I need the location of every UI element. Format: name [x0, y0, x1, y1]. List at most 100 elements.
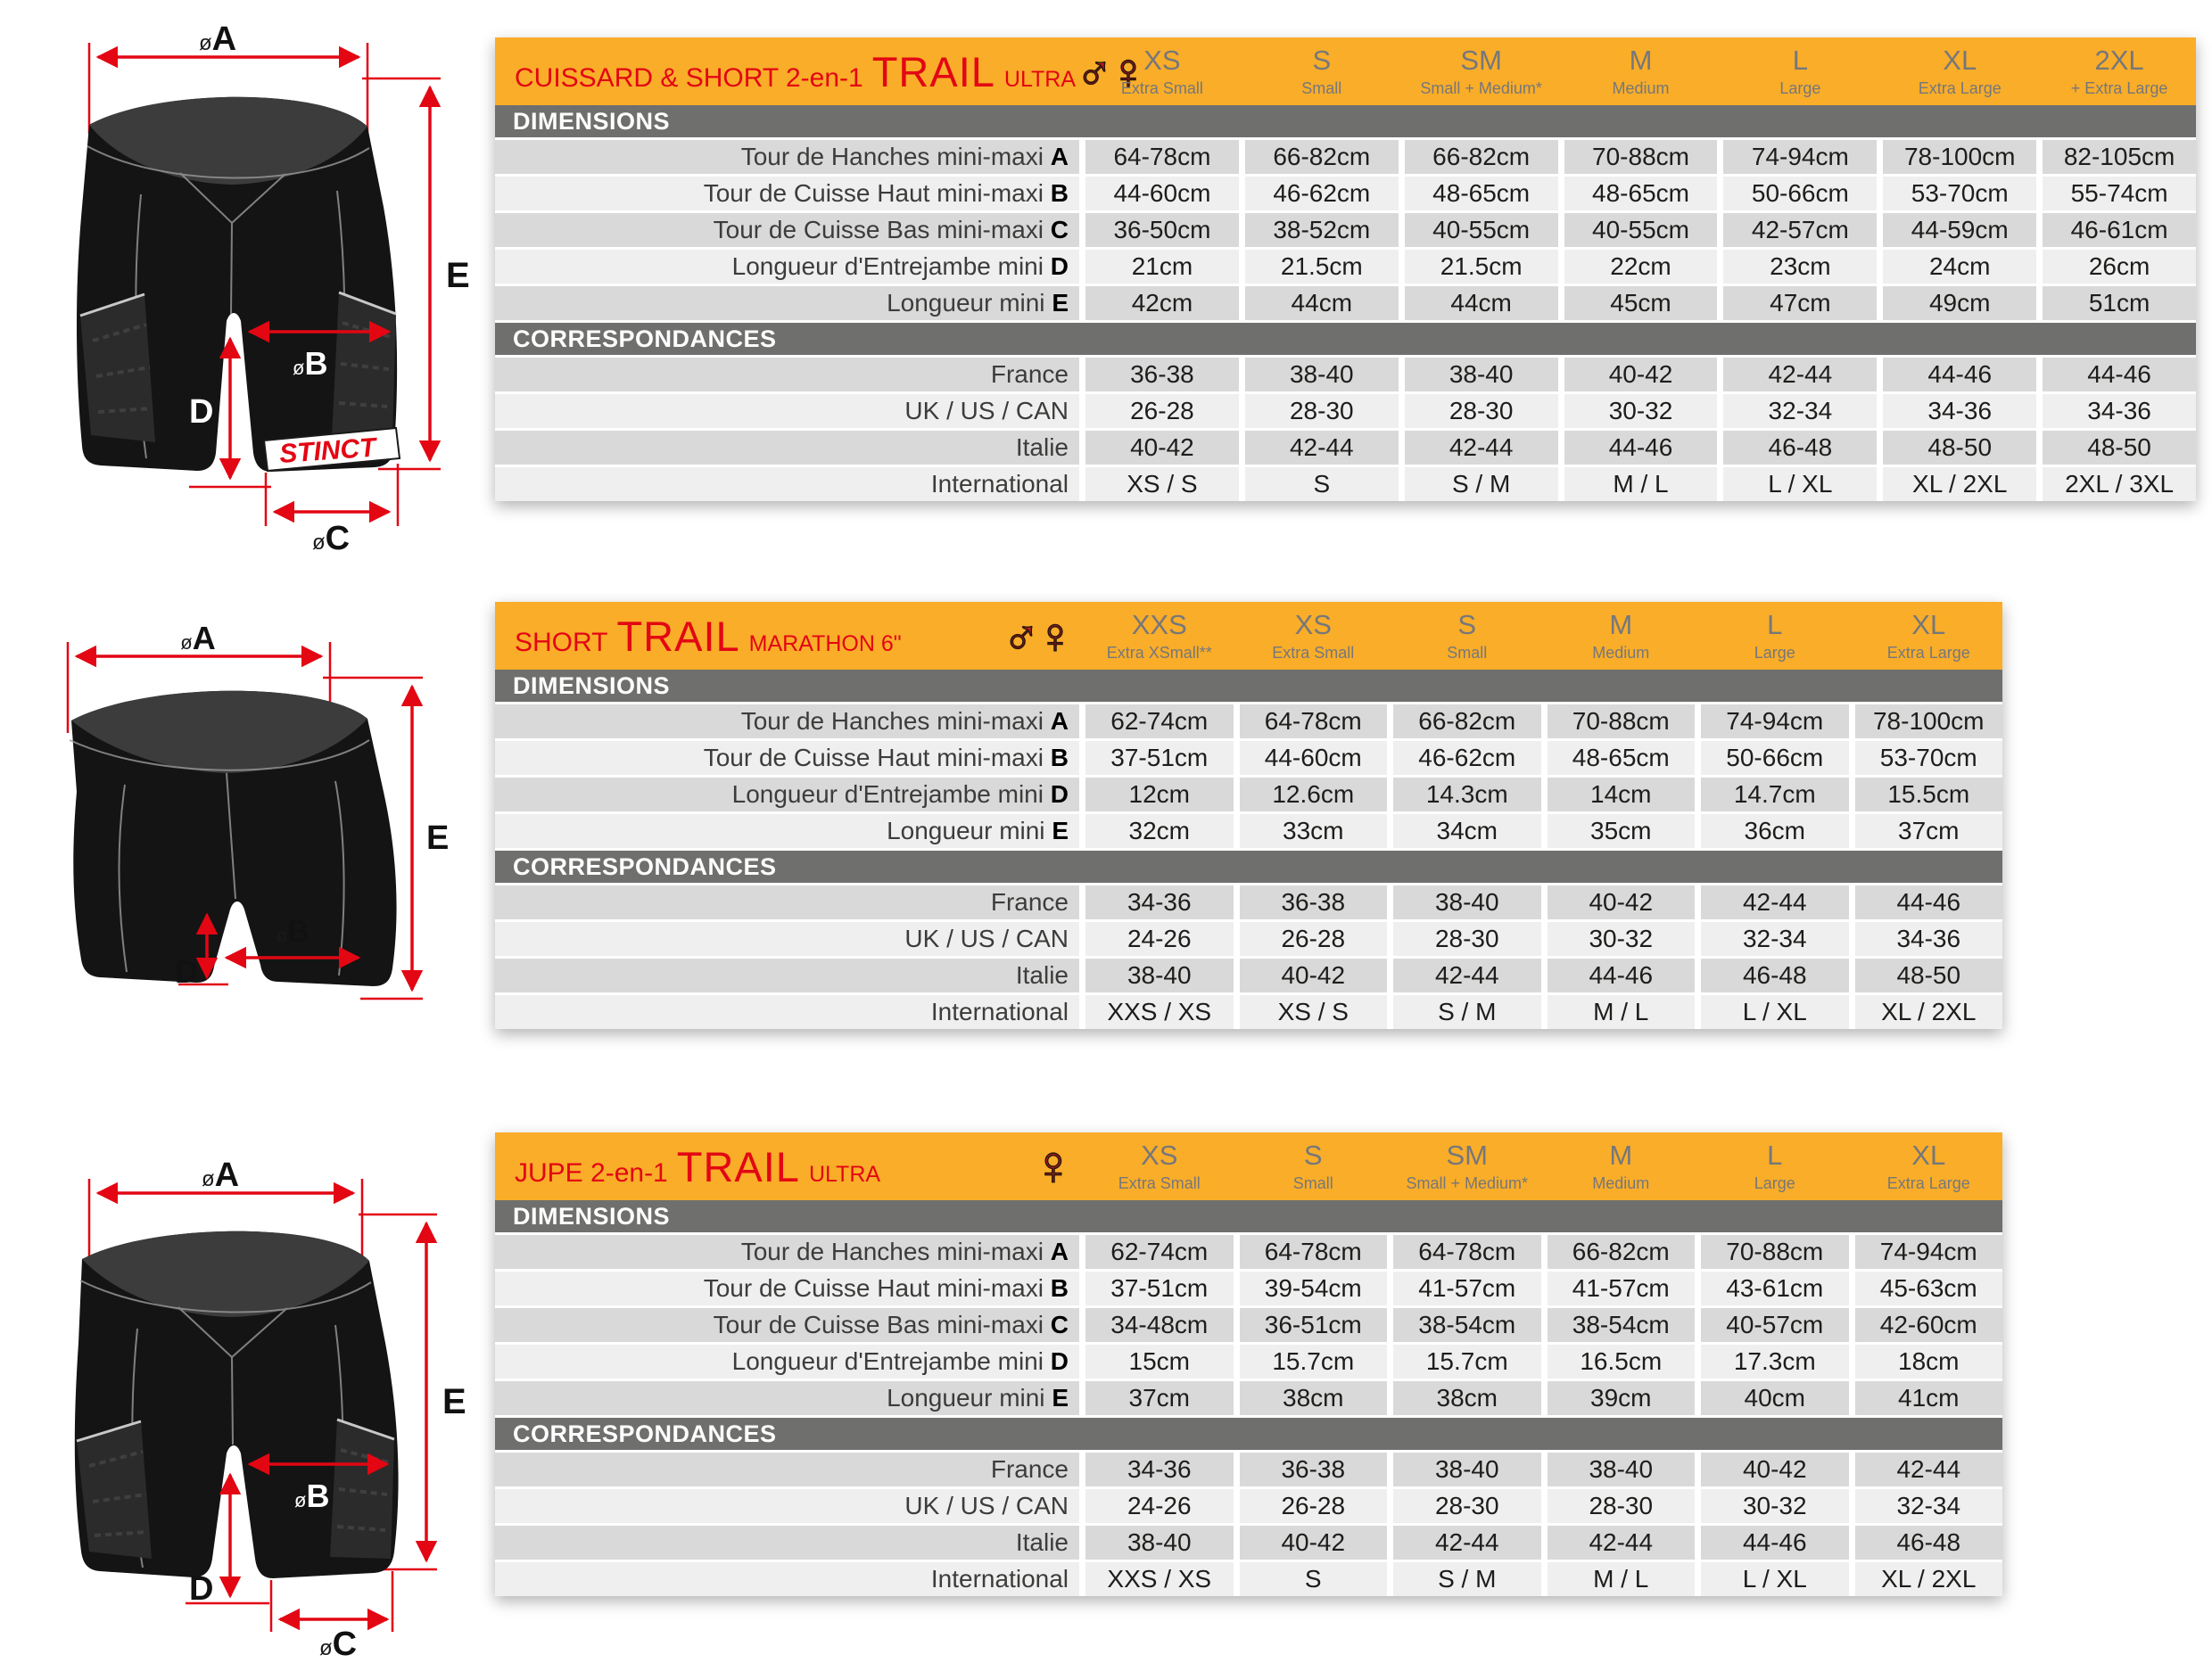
measure-letter: D: [1050, 1347, 1069, 1375]
size-value-cell: 38cm: [1393, 1381, 1541, 1415]
size-name: Small: [1301, 79, 1342, 97]
dimensions-rows: Tour de Hanches mini-maxi A 62-74cm 64-78c…: [495, 704, 2002, 848]
size-value-cell: 66-82cm: [1244, 140, 1399, 174]
row-label: Tour de Cuisse Haut mini-maxi B: [495, 741, 1079, 775]
size-value-cell: 30-32: [1547, 922, 1695, 956]
size-value-cell: 40-42: [1085, 431, 1239, 465]
product-title: SHORT TRAIL MARATHON 6": [515, 612, 902, 661]
size-value-cell: 44-60cm: [1085, 177, 1239, 210]
table-row: Tour de Hanches mini-maxi A 62-74cm 64-78c…: [495, 1235, 2002, 1269]
size-value-cell: 24cm: [1883, 250, 2037, 284]
row-label: Longueur mini E: [495, 814, 1079, 848]
size-value-cell: XXS / XS: [1085, 995, 1234, 1029]
shorts-diagram-marathon: øA E øB D: [12, 615, 458, 1039]
male-icon: ♂: [1002, 607, 1041, 663]
shorts-body: [74, 1231, 399, 1578]
size-value-cell: 34cm: [1393, 814, 1541, 848]
size-name: Extra Small: [1118, 1174, 1201, 1192]
size-value-cell: L / XL: [1723, 467, 1878, 501]
size-value-cell: 38-54cm: [1547, 1308, 1695, 1342]
size-column-header: XS Extra Small: [1240, 602, 1388, 670]
row-label-text: Tour de Hanches mini-maxi: [740, 143, 1044, 170]
size-value-cell: 44-46: [2043, 358, 2197, 391]
row-label-text: Longueur mini: [887, 817, 1045, 844]
size-value-cell: 42-44: [1393, 959, 1541, 992]
size-value-cell: 48-50: [1854, 959, 2002, 992]
size-column-header: L Large: [1701, 602, 1849, 670]
row-label: Tour de Cuisse Haut mini-maxi B: [495, 177, 1079, 210]
size-value-cell: 17.3cm: [1701, 1345, 1849, 1379]
size-value-cell: 21.5cm: [1404, 250, 1558, 284]
size-value-cell: 53-70cm: [1883, 177, 2037, 210]
size-code: SM: [1446, 1140, 1489, 1171]
size-column-header: XL Extra Large: [1855, 1132, 2003, 1200]
size-code: XL: [1911, 609, 1946, 640]
size-value-cell: 28-30: [1404, 394, 1558, 428]
size-column-header: SM Small + Medium*: [1393, 1132, 1541, 1200]
size-code: XS: [1141, 1140, 1178, 1171]
size-value-cell: 44-46: [1547, 959, 1695, 992]
size-value-cell: 64-78cm: [1239, 1235, 1387, 1269]
measure-label-d: D: [189, 1570, 213, 1608]
row-label-text: Longueur d'Entrejambe mini: [731, 780, 1044, 808]
size-value-cell: XL / 2XL: [1854, 1562, 2002, 1596]
section-header-dimensions: DIMENSIONS: [495, 1200, 2002, 1232]
size-value-cell: 32-34: [1701, 922, 1849, 956]
gender-icons: ♀: [1032, 1138, 1080, 1195]
row-label-text: Longueur mini: [887, 289, 1045, 317]
size-value-cell: 38-40: [1085, 1526, 1234, 1560]
size-value-cell: 48-50: [1883, 431, 2037, 465]
size-name: Medium: [1592, 1174, 1650, 1192]
size-value-cell: XXS / XS: [1085, 1562, 1234, 1596]
table-row: UK / US / CAN 24-26 26-28 28-30 30-32 32-34 34…: [495, 922, 2002, 956]
row-label-text: Tour de Cuisse Haut mini-maxi: [703, 1274, 1044, 1302]
size-value-cell: 28-30: [1393, 922, 1541, 956]
measure-label-c: øC: [319, 1626, 357, 1659]
row-label: Italie: [495, 431, 1079, 465]
size-value-cell: 21.5cm: [1244, 250, 1399, 284]
measure-letter: B: [1050, 744, 1069, 771]
size-value-cell: 22cm: [1564, 250, 1718, 284]
size-value-cell: 40-42: [1701, 1453, 1849, 1486]
size-name: Extra XSmall**: [1106, 644, 1212, 662]
measure-letter: B: [1050, 1274, 1069, 1302]
measure-label-a: øA: [202, 1159, 239, 1194]
size-column-header: M Medium: [1548, 602, 1696, 670]
measure-label-b: øB: [276, 915, 310, 949]
row-label: Tour de Cuisse Bas mini-maxi C: [495, 213, 1079, 247]
row-label: Longueur d'Entrejambe mini D: [495, 1345, 1079, 1379]
measure-letter: B: [1050, 179, 1069, 207]
size-value-cell: 70-88cm: [1547, 704, 1695, 738]
size-name: Small: [1447, 644, 1488, 662]
size-name: Medium: [1612, 79, 1670, 97]
measure-letter: E: [1052, 289, 1069, 317]
row-label-text: Italie: [1015, 961, 1069, 989]
size-code: L: [1792, 45, 1808, 76]
size-value-cell: 34-36: [1085, 885, 1234, 919]
correspondances-rows: France 34-36 36-38 38-40 40-42 42-44 44-46 UK /…: [495, 885, 2002, 1029]
measure-letter: E: [1052, 817, 1069, 844]
size-value-cell: XS / S: [1239, 995, 1387, 1029]
table-row: France 34-36 36-38 38-40 40-42 42-44 44-46: [495, 885, 2002, 919]
size-value-cell: 42-44: [1547, 1526, 1695, 1560]
size-code: XL: [1911, 1140, 1946, 1171]
dimension-arrows: [74, 645, 424, 992]
size-value-cell: 28-30: [1547, 1489, 1695, 1523]
size-value-cell: 74-94cm: [1723, 140, 1878, 174]
row-label-text: UK / US / CAN: [904, 1492, 1069, 1519]
row-label: UK / US / CAN: [495, 394, 1079, 428]
size-code: XL: [1943, 45, 1977, 76]
size-value-cell: S / M: [1393, 1562, 1541, 1596]
size-column-header: L Large: [1701, 1132, 1849, 1200]
size-value-cell: 38-40: [1244, 358, 1399, 391]
size-value-cell: 40-57cm: [1701, 1308, 1849, 1342]
size-value-cell: 42-44: [1854, 1453, 2002, 1486]
size-column-header: XS Extra Small: [1085, 1132, 1234, 1200]
section-header-dimensions: DIMENSIONS: [495, 670, 2002, 702]
measure-label-b: øB: [294, 1478, 329, 1514]
size-value-cell: 37-51cm: [1085, 741, 1234, 775]
table-row: Tour de Hanches mini-maxi A 62-74cm 64-78c…: [495, 704, 2002, 738]
gender-icons: ♂ ♀: [1002, 607, 1079, 663]
